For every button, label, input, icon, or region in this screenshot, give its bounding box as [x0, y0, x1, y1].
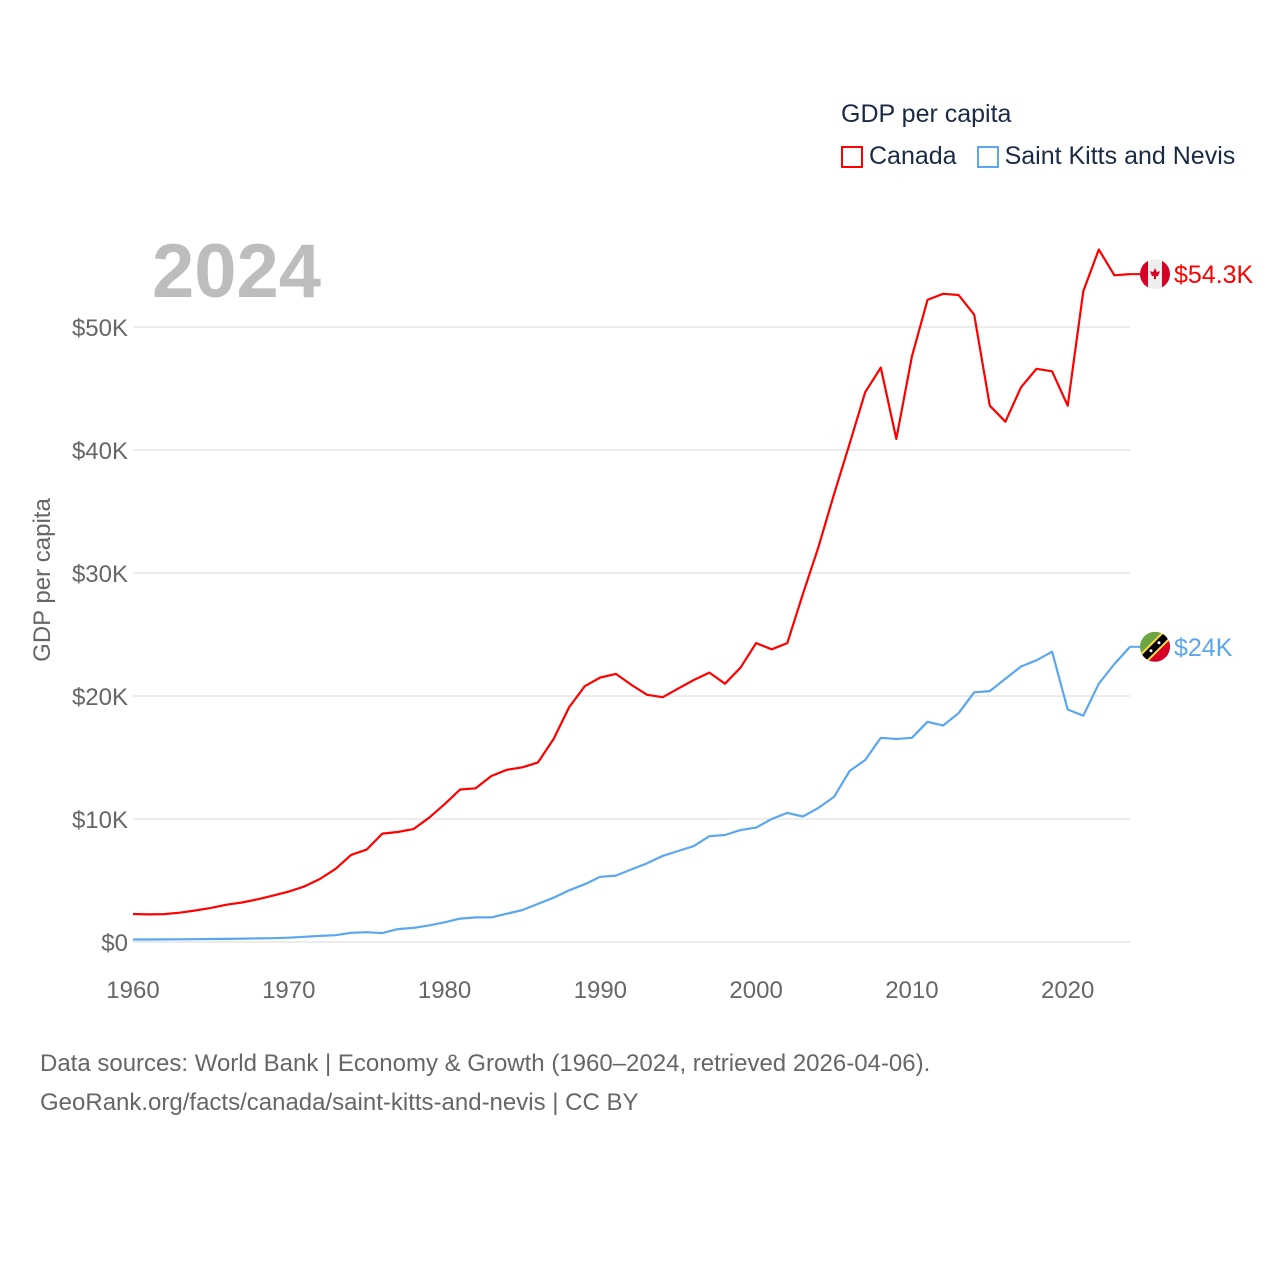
year-label: 2024 — [152, 229, 322, 314]
flag-black — [1140, 631, 1170, 662]
canada-flag-icon — [1140, 259, 1170, 290]
star — [1149, 649, 1153, 653]
y-axis-label: GDP per capita — [29, 498, 56, 662]
x-tick-label: 1970 — [262, 977, 315, 1004]
end-value-label: $24K — [1174, 634, 1233, 662]
legend-swatch-canada — [841, 145, 863, 168]
x-tick-label: 2020 — [1041, 977, 1094, 1004]
attribution-link[interactable]: GeoRank.org/facts/canada/saint-kitts-and… — [40, 1089, 639, 1116]
flag-body — [1140, 259, 1170, 290]
end-value-label: $54.3K — [1174, 261, 1254, 289]
series-line-saint-kitts-and-nevis — [133, 646, 1131, 941]
x-axis-ticks: 1960 1970 1980 1990 2000 2010 2020 — [106, 977, 1094, 1004]
maple-leaf — [1150, 268, 1160, 280]
y-tick-label: $50K — [72, 315, 128, 342]
x-tick-label: 1960 — [106, 977, 159, 1004]
data-sources: Data sources: World Bank | Economy & Gro… — [40, 1050, 931, 1077]
y-tick-label: $0 — [101, 930, 128, 957]
flag-body — [1140, 631, 1170, 662]
footer: Data sources: World Bank | Economy & Gro… — [40, 1044, 930, 1122]
legend-label: Saint Kitts and Nevis — [1004, 142, 1236, 170]
y-axis-ticks: $0 $10K $20K $30K $40K $50K — [72, 315, 128, 957]
y-tick-label: $40K — [72, 438, 128, 465]
legend-label: Canada — [869, 142, 957, 170]
legend-swatch-skn — [976, 145, 999, 168]
legend-title: GDP per capita — [841, 100, 1012, 128]
series-line-canada — [132, 248, 1131, 916]
legend-item-saint-kitts-and-nevis[interactable]: Saint Kitts and Nevis — [976, 142, 1236, 171]
star — [1157, 641, 1161, 645]
end-labels: $54.3K $24K — [1130, 259, 1254, 662]
x-tick-label: 2000 — [729, 977, 782, 1004]
y-tick-label: $10K — [72, 807, 128, 834]
series-lines — [132, 248, 1131, 941]
x-tick-label: 1990 — [574, 977, 627, 1004]
y-tick-label: $20K — [72, 684, 128, 711]
y-tick-label: $30K — [72, 561, 128, 588]
x-tick-label: 2010 — [885, 977, 938, 1004]
flag-red-left — [1140, 259, 1148, 290]
legend: Canada Saint Kitts and Nevis — [841, 142, 1235, 171]
legend-item-canada[interactable]: Canada — [841, 142, 957, 171]
gridlines — [133, 326, 1130, 943]
flag-red-right — [1162, 259, 1170, 290]
saint-kitts-and-nevis-flag-icon — [1140, 631, 1170, 662]
x-tick-label: 1980 — [418, 977, 471, 1004]
